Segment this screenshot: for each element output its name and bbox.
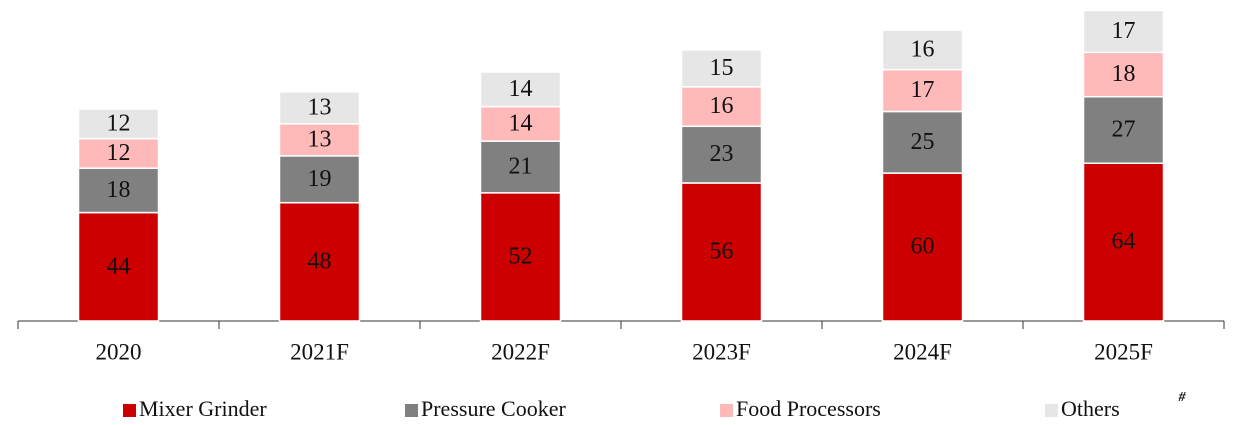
data-label: 27 [1112,116,1136,142]
data-label: 13 [308,126,332,152]
data-label: 60 [911,234,935,260]
bar-segment [1082,9,1165,54]
data-label: 56 [710,238,734,264]
legend-label: Food Processors [736,396,881,421]
bar-segment [680,49,763,88]
legend-swatch [720,404,733,417]
legend-label: Mixer Grinder [139,396,267,421]
x-tick-label: 2022F [491,339,550,364]
bar-segment [278,91,361,125]
data-label: 12 [107,140,131,166]
bar-segment [881,172,964,322]
data-label: 17 [1112,18,1136,44]
bar-segment [1082,162,1165,322]
data-label: 52 [509,243,533,269]
data-label: 16 [911,36,935,62]
data-label: 14 [509,110,533,136]
data-label: 16 [710,93,734,119]
bar-segment [479,192,562,322]
data-label: 19 [308,166,332,192]
x-tick-label: 2024F [893,339,952,364]
bar-segment [881,29,964,71]
data-label: 64 [1112,229,1136,255]
legend-swatch [405,404,418,417]
x-tick-label: 2021F [290,339,349,364]
bar-segment [881,110,964,174]
bar-segment [77,167,160,214]
data-label: 23 [710,141,734,167]
legend-label: Pressure Cooker [421,396,566,421]
bar-segment [1082,51,1165,98]
data-label: 15 [710,55,734,81]
bar-segment [479,71,562,108]
bar-segment [77,211,160,322]
data-label: 44 [107,253,131,279]
data-label: 17 [911,77,935,103]
data-label: 13 [308,94,332,120]
legend-swatch [123,404,136,417]
data-label: 12 [107,110,131,136]
x-tick-label: 2025F [1094,339,1153,364]
data-label: 21 [509,153,533,179]
x-tick-label: 2023F [692,339,751,364]
bar-segment [881,68,964,113]
bar-segment [479,140,562,194]
data-label: 14 [509,76,533,102]
legend-label: Others [1061,396,1120,421]
bar-segment [479,105,562,142]
bar-segment [77,108,160,140]
bar-segment [77,137,160,169]
data-label: 18 [107,177,131,203]
legend-swatch [1045,404,1058,417]
bar-segment [278,201,361,322]
x-tick-label: 2020 [96,339,142,364]
footnote: # [1178,390,1187,405]
data-label: 48 [308,248,332,274]
bar-segment [680,182,763,322]
data-label: 25 [911,129,935,155]
data-label: 18 [1112,61,1136,87]
